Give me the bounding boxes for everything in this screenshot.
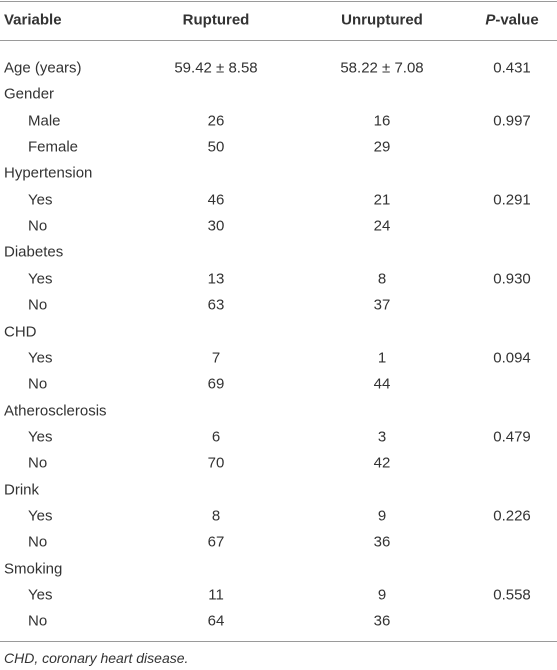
- ruptured-cell: 46: [207, 191, 225, 209]
- p-value-cell: 0.226: [493, 507, 531, 525]
- p-value-cell: 0.479: [493, 428, 531, 446]
- ruptured-cell: 64: [207, 612, 225, 630]
- unruptured-cell: 24: [373, 217, 391, 235]
- ruptured-cell: 26: [207, 112, 225, 130]
- group-label: Drink: [4, 481, 40, 499]
- p-value-cell: 0.997: [493, 112, 531, 130]
- ruptured-cell: 8: [211, 507, 221, 525]
- ruptured-cell: 11: [208, 586, 224, 604]
- sub-label: Yes: [28, 428, 53, 446]
- sub-label: Yes: [28, 191, 53, 209]
- group-label: CHD: [4, 323, 37, 340]
- header-p-value: P-value: [485, 11, 539, 29]
- p-value-cell: 0.930: [493, 270, 531, 288]
- ruptured-cell: 59.42 ± 8.58: [174, 59, 258, 77]
- ruptured-cell: 63: [207, 296, 225, 314]
- group-label: Hypertension: [4, 164, 93, 182]
- sub-label: No: [28, 533, 48, 551]
- ruptured-cell: 30: [207, 217, 225, 235]
- unruptured-cell: 29: [373, 138, 391, 156]
- unruptured-cell: 42: [373, 454, 391, 472]
- bottom-rule: [0, 641, 557, 642]
- ruptured-cell: 69: [207, 375, 225, 393]
- group-label: Diabetes: [4, 243, 64, 261]
- group-label: Smoking: [4, 560, 63, 578]
- sub-label: No: [28, 454, 48, 472]
- unruptured-cell: 16: [373, 112, 391, 130]
- footnote: CHD, coronary heart disease.: [4, 650, 189, 666]
- unruptured-cell: 44: [373, 375, 391, 393]
- row-label: Age (years): [4, 59, 82, 77]
- header-rule: [0, 40, 557, 41]
- sub-label: No: [28, 375, 48, 393]
- sub-label: Female: [28, 138, 79, 156]
- group-label: Gender: [4, 85, 55, 103]
- ruptured-cell: 6: [211, 428, 221, 446]
- ruptured-cell: 67: [207, 533, 225, 551]
- unruptured-cell: 3: [377, 428, 387, 446]
- unruptured-cell: 8: [377, 270, 387, 288]
- p-value-cell: 0.431: [493, 59, 531, 77]
- unruptured-cell: 36: [373, 612, 391, 630]
- sub-label: No: [28, 217, 48, 235]
- unruptured-cell: 36: [373, 533, 391, 551]
- unruptured-cell: 21: [373, 191, 391, 209]
- ruptured-cell: 13: [207, 270, 225, 288]
- unruptured-cell: 9: [377, 507, 387, 525]
- unruptured-cell: 1: [377, 349, 387, 367]
- header-unruptured: Unruptured: [341, 11, 423, 29]
- p-value-cell: 0.291: [493, 191, 531, 209]
- p-value-cell: 0.558: [493, 586, 531, 604]
- unruptured-cell: 9: [377, 586, 387, 604]
- top-rule: [0, 1, 557, 2]
- unruptured-cell: 37: [373, 296, 391, 314]
- p-value-cell: 0.094: [493, 349, 531, 367]
- sub-label: Yes: [28, 349, 53, 367]
- sub-label: Yes: [28, 270, 53, 288]
- sub-label: No: [28, 296, 48, 314]
- sub-label: No: [28, 612, 48, 630]
- header-ruptured: Ruptured: [182, 11, 250, 29]
- sub-label: Yes: [28, 586, 53, 604]
- ruptured-cell: 7: [211, 349, 221, 367]
- ruptured-cell: 50: [207, 138, 225, 156]
- ruptured-cell: 70: [207, 454, 225, 472]
- sub-label: Yes: [28, 507, 53, 525]
- header-variable: Variable: [4, 11, 62, 29]
- sub-label: Male: [28, 112, 61, 130]
- group-label: Atherosclerosis: [4, 402, 107, 420]
- unruptured-cell: 58.22 ± 7.08: [340, 59, 424, 77]
